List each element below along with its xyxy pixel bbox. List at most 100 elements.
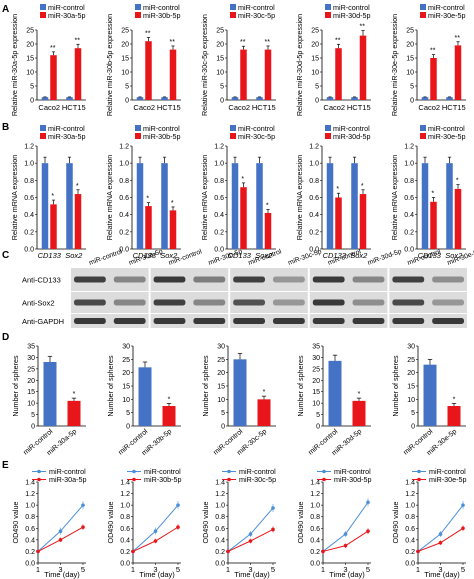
significance-marker: * <box>336 186 339 193</box>
legend-label: miR-30a-5p <box>48 132 86 141</box>
chart-b-5: 0.0 0.2 0.4 0.6 0.8 1.0 1.2 Relative mRNA expre… <box>390 124 466 260</box>
blot-band <box>153 318 186 324</box>
y-tick-label: 10 <box>122 397 130 404</box>
y-tick-label: 0.4 <box>309 212 319 219</box>
y-tick-label: 0.2 <box>215 549 225 556</box>
bar <box>231 163 239 249</box>
y-tick-label: 30 <box>217 344 225 351</box>
bar <box>326 163 334 249</box>
legend-swatch <box>325 12 331 18</box>
blot-band <box>392 318 425 324</box>
x-axis-label: Time (day) <box>329 570 365 579</box>
legend-swatch <box>40 4 46 10</box>
y-tick-label: 1.4 <box>215 480 225 487</box>
legend-swatch <box>325 4 331 10</box>
lane-label: miR-control <box>88 248 124 267</box>
y-axis-label: Number of spheres <box>391 355 400 417</box>
y-tick-label: 15 <box>216 56 224 63</box>
y-tick-label: 0.0 <box>214 247 224 254</box>
y-tick-label: 1.0 <box>120 503 130 510</box>
y-tick-label: 15 <box>312 389 320 396</box>
y-tick-label: 0.6 <box>215 526 225 533</box>
blot-panel <box>71 314 149 328</box>
y-tick-label: 5 <box>411 410 415 417</box>
legend-label: miR-30b-5p <box>143 11 181 20</box>
x-tick-label: Caco2 <box>228 103 250 112</box>
blot-band <box>392 299 425 306</box>
blot-band <box>233 318 265 324</box>
data-point <box>461 503 465 507</box>
significance-marker: * <box>431 191 434 198</box>
y-tick-label: 0.6 <box>405 526 415 533</box>
legend-label: miR-control <box>238 124 275 133</box>
blot-band <box>193 318 226 324</box>
blot-panel <box>309 314 388 328</box>
panel-label-d: D <box>2 332 9 343</box>
y-tick-label: 0.6 <box>404 195 414 202</box>
legend-swatch <box>230 133 236 139</box>
legend-label: miR-control <box>238 3 275 12</box>
legend-label: miR-control <box>144 467 181 476</box>
y-tick-label: 0.6 <box>119 195 129 202</box>
y-tick-label: 1.4 <box>120 480 130 487</box>
data-point <box>36 549 40 554</box>
y-tick-label: 0.8 <box>25 514 35 521</box>
y-tick-label: 0.4 <box>405 537 415 544</box>
blot-panel <box>71 292 149 313</box>
panel-label-b: B <box>2 122 9 133</box>
x-axis-label: Time (day) <box>139 570 175 579</box>
y-tick-label: 0.0 <box>119 247 129 254</box>
bar <box>430 58 437 100</box>
y-tick-label: 0.6 <box>309 195 319 202</box>
bar <box>328 360 342 426</box>
y-tick-label: 15 <box>122 384 130 391</box>
blot-band <box>392 276 425 283</box>
x-tick-label: HCT15 <box>347 103 371 112</box>
blot-band <box>273 318 305 324</box>
legend-label: miR-control <box>48 124 85 133</box>
legend-label: miR-control <box>428 124 465 133</box>
bar <box>74 48 82 100</box>
legend-swatch <box>135 133 141 139</box>
y-tick-label: 30 <box>122 344 130 351</box>
x-tick-label: HCT15 <box>157 103 181 112</box>
y-tick-label: 0.4 <box>24 212 34 219</box>
y-tick-label: 0.2 <box>119 229 129 236</box>
legend-label: miR-30c-5p <box>239 475 276 484</box>
series-line <box>227 507 274 552</box>
bar <box>430 201 437 249</box>
x-tick-label: 1 <box>131 565 135 574</box>
y-tick-label: 25 <box>406 28 414 35</box>
data-point <box>366 500 370 505</box>
y-tick-label: 1.4 <box>25 480 35 487</box>
bar <box>231 97 239 100</box>
bar <box>161 97 168 100</box>
y-tick-label: 25 <box>216 28 224 35</box>
x-tick-label: 3 <box>153 565 157 574</box>
y-tick-label: 1.2 <box>404 144 414 151</box>
y-tick-label: 0.0 <box>120 561 130 568</box>
blot-band <box>153 299 186 306</box>
y-axis-label: Relative miR-30c-5p expression <box>200 14 209 116</box>
legend-swatch <box>420 125 426 131</box>
legend-label: miR-30c-5p <box>238 132 275 141</box>
y-tick-label: 0.8 <box>120 514 130 521</box>
y-tick-label: 1.2 <box>309 144 319 151</box>
y-tick-label: 35 <box>312 344 320 351</box>
y-axis-label: Relative miR-30a-5p expression <box>10 14 19 116</box>
y-tick-label: 15 <box>311 56 319 63</box>
bar <box>233 359 247 426</box>
y-tick-label: 25 <box>27 366 35 373</box>
y-tick-label: 1.2 <box>120 491 130 498</box>
significance-marker: * <box>73 391 76 398</box>
y-tick-label: 0.0 <box>310 561 320 568</box>
legend-label: miR-30e-5p <box>428 11 466 20</box>
bar <box>447 406 461 426</box>
significance-marker: ** <box>265 39 271 46</box>
bar <box>351 97 358 100</box>
y-tick-label: 10 <box>26 70 34 77</box>
blot-band <box>233 299 265 306</box>
data-point <box>226 549 230 554</box>
